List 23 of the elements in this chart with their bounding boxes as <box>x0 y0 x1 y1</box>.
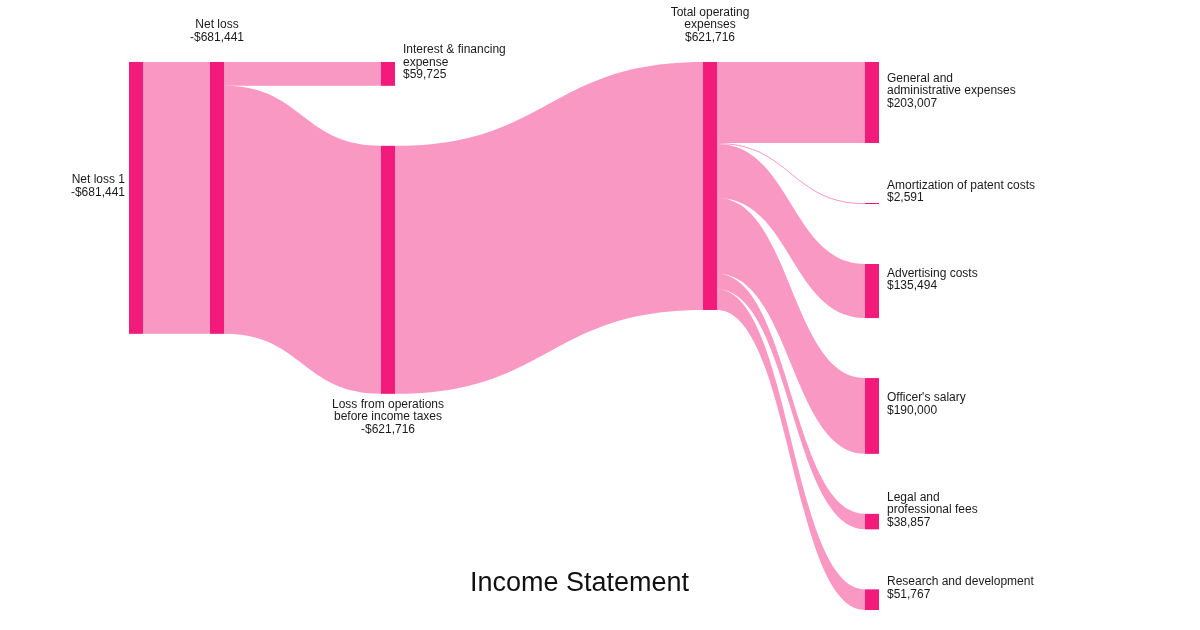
data-label: $51,767 <box>887 586 931 601</box>
data-label: $135,494 <box>887 278 938 293</box>
category-label: Net loss <box>195 17 239 31</box>
data-label: $38,857 <box>887 514 931 529</box>
data-label: -$681,441 <box>189 29 245 44</box>
category-label: Amortization of patent costs <box>887 178 1036 192</box>
data-label: $621,716 <box>684 29 736 44</box>
category-label: Net loss 1 <box>71 172 126 187</box>
data-label: $59,725 <box>403 67 447 82</box>
data-label: $203,007 <box>887 95 938 110</box>
text: Income Statement <box>470 566 690 598</box>
data-label: -$621,716 <box>360 421 416 436</box>
category-label: Loss from operations before income taxes <box>331 396 445 424</box>
category-label: Research and development <box>887 574 1035 589</box>
category-label: Legal and professional fees <box>887 489 978 517</box>
data-label: -$681,441 <box>70 184 126 199</box>
category-label: Advertising costs <box>887 265 978 280</box>
data-label: $190,000 <box>887 402 938 417</box>
category-label: Total operating expenses <box>670 4 750 31</box>
category-label: Interest & financing expense <box>403 42 506 69</box>
category-label: Officer's salary <box>887 390 966 405</box>
category-label: General and administrative expenses <box>887 70 1016 98</box>
data-label: $2,591 <box>887 190 925 205</box>
